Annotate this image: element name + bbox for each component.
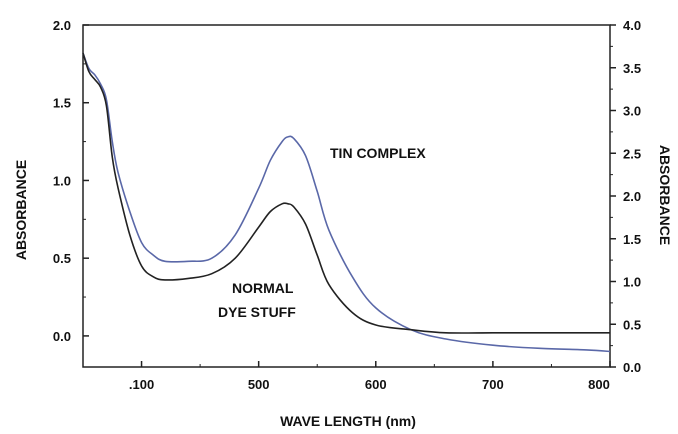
x-tick-label: 800: [588, 377, 610, 392]
right-y-tick-label: 3.0: [623, 104, 641, 119]
series-lines: [82, 52, 611, 353]
left-y-axis-title: ABSORBANCE: [13, 160, 29, 260]
series-line-tin-complex: [82, 52, 611, 353]
annotation-dye-stuff: DYE STUFF: [218, 304, 296, 320]
right-y-tick-label: 1.0: [623, 275, 641, 290]
annotation-normal: NORMAL: [232, 280, 294, 296]
x-tick-label: 500: [248, 377, 270, 392]
right-y-tick-label: 0.5: [623, 317, 641, 332]
series-line-normal-dye-stuff: [82, 52, 610, 334]
right-y-axis-ticks: 4.0 3.5 3.0 2.5 2.0 1.5 1.0 0.5 0.0: [610, 18, 641, 375]
right-y-tick-label: 1.5: [623, 232, 641, 247]
x-axis-ticks: .100 500 600 700 800: [82, 361, 611, 392]
right-y-axis-title: ABSORBANCE: [657, 145, 673, 245]
annotation-tin-complex: TIN COMPLEX: [330, 145, 426, 161]
x-tick-label: 700: [482, 377, 504, 392]
x-tick-label: 600: [365, 377, 387, 392]
left-y-tick-label: 1.0: [53, 173, 71, 188]
left-y-tick-label: 2.0: [53, 18, 71, 33]
right-y-tick-label: 3.5: [623, 61, 641, 76]
x-axis-title: WAVE LENGTH (nm): [280, 413, 416, 429]
left-y-axis-ticks: 2.0 1.5 1.0 0.5 0.0: [53, 18, 89, 344]
left-y-tick-label: 0.0: [53, 329, 71, 344]
right-y-tick-label: 2.5: [623, 146, 641, 161]
x-tick-label: .100: [129, 377, 154, 392]
right-y-tick-label: 4.0: [623, 18, 641, 33]
right-y-tick-label: 2.0: [623, 189, 641, 204]
left-y-tick-label: 0.5: [53, 251, 71, 266]
left-y-tick-label: 1.5: [53, 96, 71, 111]
right-y-tick-label: 0.0: [623, 360, 641, 375]
